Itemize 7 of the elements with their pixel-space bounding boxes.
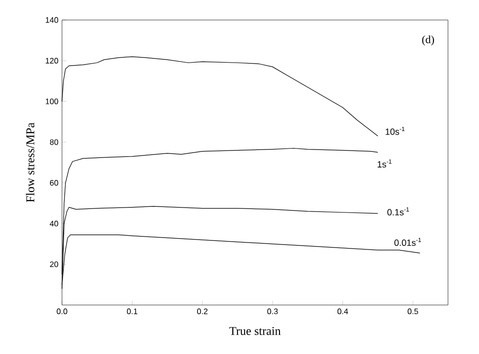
series-label: 0.01s$^{-1}$ [394,238,422,246]
x-axis-title: True strain [229,326,281,336]
series-label: 0.1s$^{-1}$ [387,207,409,216]
annotation: (d) [422,36,434,46]
y-axis-title: Flow stress/MPa [26,122,34,202]
series-label: 10s$^{-1}$ [386,126,404,135]
series-label: 1s$^{-1}$ [378,160,392,168]
